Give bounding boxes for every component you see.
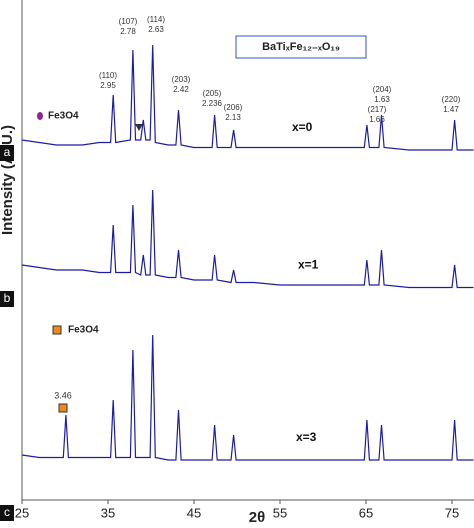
peak-hkl: (203) (172, 75, 191, 84)
panel-box (0, 145, 14, 161)
peak-d: 2.236 (202, 99, 223, 108)
spectrum-line (21, 334, 474, 461)
peak-d: 1.66 (369, 115, 385, 124)
peak-hkl: (110) (99, 71, 117, 80)
panel-box (0, 291, 14, 307)
peak-d: 1.47 (443, 105, 459, 114)
phase-marker (58, 403, 68, 413)
series-label: x=1 (298, 258, 319, 272)
series-label: x=3 (296, 430, 317, 444)
phase-peak-marker (135, 124, 143, 131)
legend-title: BaTiₓFe₁₂₋ₓO₁₉ (262, 41, 340, 53)
peak-label: 3.46 (54, 390, 72, 400)
x-axis-label: 2θ (249, 509, 265, 526)
spectrum-line (21, 44, 474, 151)
spectrum-line (21, 189, 474, 289)
x-tick-label: 65 (359, 505, 373, 520)
phase-marker (52, 325, 62, 335)
peak-hkl: (204) (373, 85, 392, 94)
peak-d: 2.63 (148, 25, 164, 34)
peak-hkl: (107) (119, 17, 138, 26)
peak-hkl: (217) (368, 105, 387, 114)
legend-box (235, 35, 367, 59)
peak-hkl: (220) (442, 95, 461, 104)
y-axis-label: Intensity (A. U.) (0, 125, 16, 235)
peak-d: 2.42 (173, 85, 189, 94)
panel-label: b (4, 291, 11, 305)
phase-label: Fe3O4 (68, 325, 99, 336)
x-tick-label: 35 (101, 505, 115, 520)
x-tick-label: 75 (445, 505, 459, 520)
x-tick-label: 45 (187, 505, 201, 520)
peak-hkl: (206) (224, 103, 243, 112)
peak-hkl: (205) (203, 89, 222, 98)
peak-hkl: (114) (147, 15, 165, 24)
peak-d: 2.13 (225, 113, 241, 122)
series-label: x=0 (292, 120, 313, 134)
phase-label: Fe3O4 (48, 111, 79, 122)
x-tick-label: 25 (15, 505, 29, 520)
panel-label: c (4, 505, 10, 519)
peak-d: 2.95 (100, 81, 116, 90)
panel-label: a (4, 145, 11, 159)
x-tick-label: 55 (273, 505, 287, 520)
peak-d: 2.78 (120, 27, 136, 36)
peak-d: 1.63 (374, 95, 390, 104)
phase-marker (37, 112, 43, 120)
panel-box (0, 505, 14, 521)
